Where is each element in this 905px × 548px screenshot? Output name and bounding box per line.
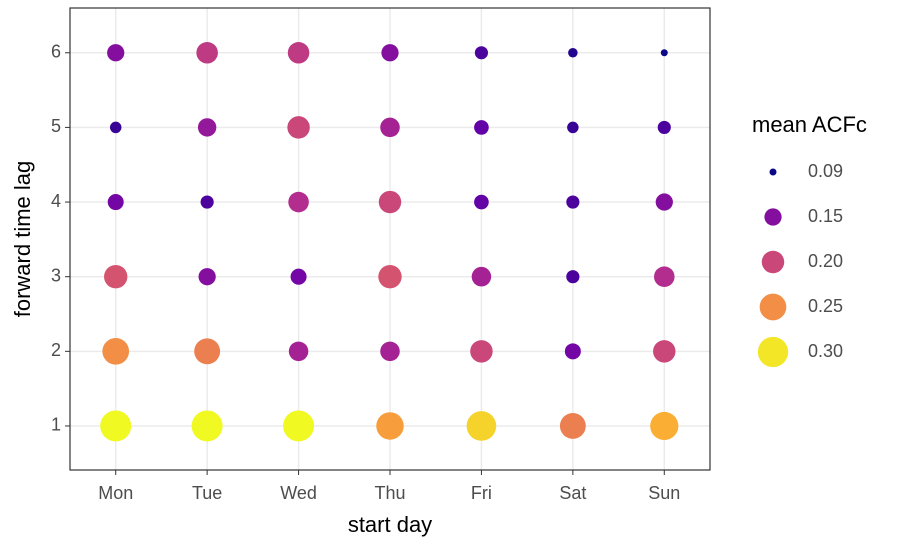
bubble [107,44,125,62]
legend-title: mean ACFc [752,112,867,137]
legend-label: 0.30 [808,341,843,361]
bubble [566,195,580,209]
bubble [200,195,214,209]
bubble [194,338,221,365]
x-tick-label: Mon [98,483,133,503]
bubble [567,121,579,134]
bubble [288,191,309,213]
y-tick-label: 1 [51,415,61,435]
bubble [381,44,399,62]
bubble [660,49,668,57]
bubble [657,120,671,135]
bubble [197,118,217,137]
bubble [380,341,400,362]
legend-key [769,168,777,176]
x-tick-label: Sun [648,483,680,503]
y-tick-label: 6 [51,42,61,62]
bubble [376,412,404,440]
bubble [288,341,309,362]
bubble [380,117,400,138]
legend-label: 0.25 [808,296,843,316]
legend-key [764,208,782,226]
y-tick-label: 2 [51,340,61,360]
bubble [654,266,675,287]
y-axis-title: forward time lag [10,161,35,318]
legend-key [757,336,789,368]
bubble [290,268,307,285]
bubble [474,194,489,210]
bubble [287,42,310,64]
bubble [191,410,223,442]
bubble [653,340,676,363]
bubble [564,343,581,360]
x-tick-label: Fri [471,483,492,503]
legend-key [759,293,787,321]
bubble [100,410,132,442]
bubble [196,42,218,64]
bubble [287,116,310,139]
x-axis-title: start day [348,512,432,537]
x-tick-label: Sat [559,483,586,503]
bubble [568,48,578,58]
bubble [566,270,580,284]
bubble [378,190,402,214]
bubble [474,120,489,135]
bubble [650,411,679,441]
legend-label: 0.09 [808,161,843,181]
bubble [107,194,124,211]
legend-label: 0.20 [808,251,843,271]
bubble [378,265,402,289]
bubble [466,411,497,441]
bubble [559,413,586,439]
legend-key [761,250,785,274]
bubble [102,337,130,365]
bubble [109,121,122,134]
bubble [470,340,493,363]
plot-border [69,7,711,471]
legend-label: 0.15 [808,206,843,226]
y-tick-label: 3 [51,265,61,285]
x-tick-label: Wed [280,483,317,503]
bubble [471,266,492,287]
bubble [198,268,216,286]
bubble [655,193,673,211]
x-tick-label: Thu [374,483,405,503]
bubble [283,410,315,442]
x-tick-label: Tue [192,483,222,503]
y-tick-label: 4 [51,191,61,211]
bubble [474,46,489,60]
y-tick-label: 5 [51,116,61,136]
bubble [104,265,128,289]
